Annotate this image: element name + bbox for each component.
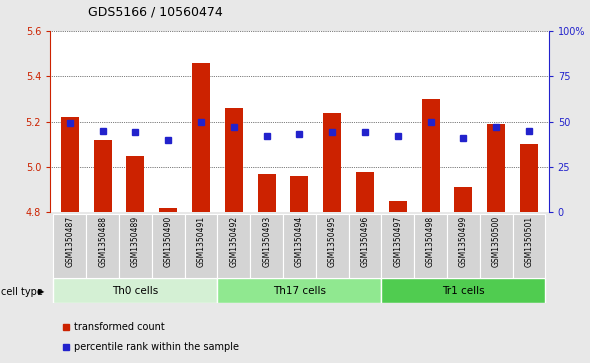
Text: GSM1350487: GSM1350487	[65, 216, 74, 267]
Text: ▶: ▶	[38, 287, 44, 296]
Bar	[454, 187, 473, 212]
Bar	[54, 214, 86, 278]
Text: GSM1350493: GSM1350493	[262, 216, 271, 267]
Text: GSM1350496: GSM1350496	[360, 216, 369, 267]
Bar	[381, 214, 414, 278]
Text: GSM1350490: GSM1350490	[164, 216, 173, 267]
Bar	[487, 124, 505, 212]
Bar	[356, 172, 374, 212]
Bar	[414, 214, 447, 278]
Text: percentile rank within the sample: percentile rank within the sample	[74, 342, 239, 352]
Text: GSM1350494: GSM1350494	[295, 216, 304, 267]
Bar	[94, 140, 112, 212]
Text: GSM1350501: GSM1350501	[525, 216, 533, 267]
Text: GDS5166 / 10560474: GDS5166 / 10560474	[88, 5, 223, 19]
Bar	[126, 156, 145, 212]
Bar	[422, 99, 440, 212]
Text: Th17 cells: Th17 cells	[273, 286, 326, 296]
Text: GSM1350497: GSM1350497	[394, 216, 402, 267]
Text: GSM1350489: GSM1350489	[131, 216, 140, 267]
Bar	[185, 214, 218, 278]
Bar	[316, 214, 349, 278]
Text: Tr1 cells: Tr1 cells	[442, 286, 485, 296]
Bar	[61, 117, 79, 212]
Bar	[225, 108, 243, 212]
Bar	[381, 278, 545, 303]
Text: GSM1350498: GSM1350498	[426, 216, 435, 267]
Text: transformed count: transformed count	[74, 322, 165, 332]
Bar	[119, 214, 152, 278]
Bar	[283, 214, 316, 278]
Text: cell type: cell type	[1, 287, 42, 297]
Text: GSM1350491: GSM1350491	[196, 216, 205, 267]
Bar	[159, 208, 177, 212]
Bar	[192, 63, 210, 212]
Bar	[480, 214, 513, 278]
Text: GSM1350499: GSM1350499	[459, 216, 468, 267]
Bar	[389, 201, 407, 212]
Bar	[218, 278, 381, 303]
Bar	[290, 176, 309, 212]
Text: GSM1350492: GSM1350492	[230, 216, 238, 267]
Text: GSM1350495: GSM1350495	[327, 216, 337, 267]
Text: GSM1350488: GSM1350488	[98, 216, 107, 267]
Bar	[447, 214, 480, 278]
Bar	[520, 144, 538, 212]
Bar	[86, 214, 119, 278]
Bar	[258, 174, 276, 212]
Bar	[349, 214, 381, 278]
Text: Th0 cells: Th0 cells	[112, 286, 159, 296]
Bar	[513, 214, 545, 278]
Text: GSM1350500: GSM1350500	[491, 216, 501, 267]
Bar	[323, 113, 341, 212]
Bar	[152, 214, 185, 278]
Bar	[250, 214, 283, 278]
Bar	[218, 214, 250, 278]
Bar	[54, 278, 218, 303]
